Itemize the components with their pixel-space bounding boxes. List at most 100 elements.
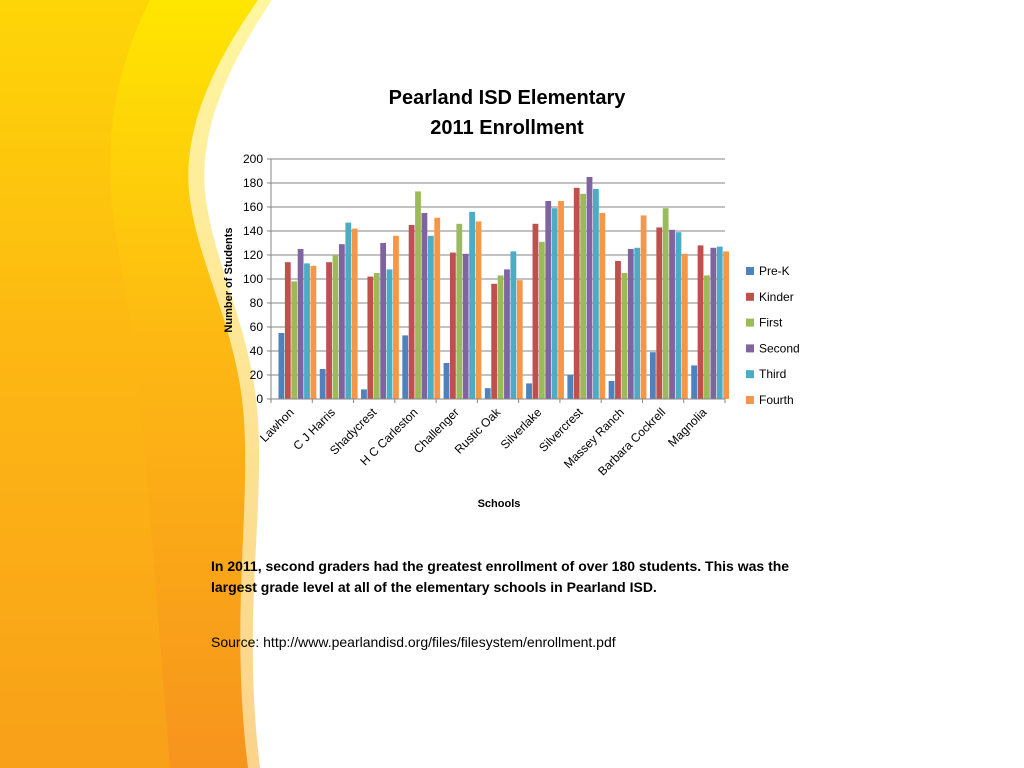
chart-title-line-1: Pearland ISD Elementary	[389, 87, 627, 109]
bar	[593, 189, 599, 399]
x-tick-label: Rustic Oak	[452, 405, 504, 457]
bar	[662, 208, 669, 399]
bar	[332, 255, 339, 399]
bar	[551, 208, 558, 399]
bar	[697, 245, 704, 399]
bar	[373, 273, 380, 399]
legend-label: Pre-K	[759, 264, 790, 278]
bar	[532, 223, 539, 399]
legend-swatch	[746, 267, 754, 275]
bar	[516, 280, 523, 399]
bar	[291, 281, 298, 399]
bar	[278, 333, 285, 399]
y-tick-label: 60	[250, 320, 264, 334]
bar	[558, 201, 564, 399]
bar	[310, 265, 317, 399]
bar	[367, 276, 374, 399]
bar	[704, 275, 710, 399]
x-tick-label: Magnolia	[665, 405, 710, 450]
bar	[402, 335, 409, 399]
bar	[627, 249, 634, 399]
bar	[351, 228, 358, 399]
y-tick-label: 20	[250, 368, 264, 382]
y-tick-label: 0	[256, 392, 263, 406]
y-tick-label: 140	[243, 224, 263, 238]
legend-swatch	[746, 318, 754, 327]
bar	[456, 223, 463, 399]
bar	[510, 251, 517, 399]
y-axis-title: Number of Students	[223, 227, 235, 332]
bar	[538, 241, 545, 399]
legend-swatch	[746, 396, 754, 404]
bar	[386, 269, 393, 399]
bar	[380, 243, 387, 399]
bar	[681, 253, 688, 399]
bar	[491, 283, 498, 399]
y-tick-label: 160	[243, 200, 263, 214]
x-tick-label: Lawhon	[257, 405, 297, 445]
bar	[634, 247, 641, 399]
bar	[640, 215, 647, 399]
bar	[361, 389, 367, 399]
bar	[434, 217, 441, 399]
bar	[393, 235, 399, 399]
bar	[599, 213, 606, 399]
bar	[675, 232, 682, 399]
bar	[621, 273, 628, 399]
y-tick-label: 120	[243, 248, 263, 262]
bar	[723, 251, 730, 399]
bar	[326, 262, 332, 399]
chart-title-line-2: 2011 Enrollment	[430, 117, 584, 139]
bar	[475, 221, 482, 399]
bar	[497, 275, 504, 399]
bar	[615, 261, 621, 399]
bar	[449, 252, 456, 399]
bar	[421, 213, 428, 399]
bar	[716, 246, 723, 399]
bar	[710, 247, 717, 399]
source-text: Source: http://www.pearlandisd.org/files…	[211, 634, 616, 650]
bar	[469, 211, 475, 399]
y-tick-label: 40	[250, 344, 264, 358]
bar	[649, 352, 656, 399]
bar	[345, 222, 352, 399]
bar	[462, 253, 469, 399]
legend-label: Fourth	[759, 393, 794, 407]
bar	[567, 375, 574, 399]
bar	[284, 262, 291, 399]
legend-label: Third	[759, 367, 786, 381]
bar	[656, 227, 663, 399]
bars	[278, 177, 730, 399]
y-tick-label: 200	[243, 152, 263, 166]
legend-swatch	[746, 292, 754, 301]
bar	[338, 244, 345, 399]
bar	[504, 269, 510, 399]
legend-label: Kinder	[759, 290, 794, 304]
bar	[427, 235, 434, 399]
bar	[484, 388, 491, 399]
legend-swatch	[746, 370, 754, 379]
y-tick-label: 80	[250, 296, 264, 310]
bar	[319, 369, 326, 399]
bar	[304, 263, 310, 399]
y-tick-label: 180	[243, 176, 263, 190]
legend: Pre-K Kinder First Second Third Fourth	[746, 264, 800, 407]
bar	[608, 381, 615, 399]
bar	[573, 187, 580, 399]
legend-swatch	[746, 344, 754, 353]
bar	[526, 383, 532, 399]
bar	[408, 225, 415, 399]
bar	[443, 363, 450, 399]
x-axis-title: Schools	[478, 498, 521, 510]
y-axis-ticks: 0 20 40 60 80 100 120 140 160 180 200	[243, 152, 271, 406]
bar	[415, 191, 421, 399]
bar	[297, 249, 304, 399]
bar	[669, 229, 675, 399]
y-tick-label: 100	[243, 272, 263, 286]
bar	[580, 193, 587, 399]
legend-label: First	[759, 316, 783, 330]
bar	[691, 365, 698, 399]
